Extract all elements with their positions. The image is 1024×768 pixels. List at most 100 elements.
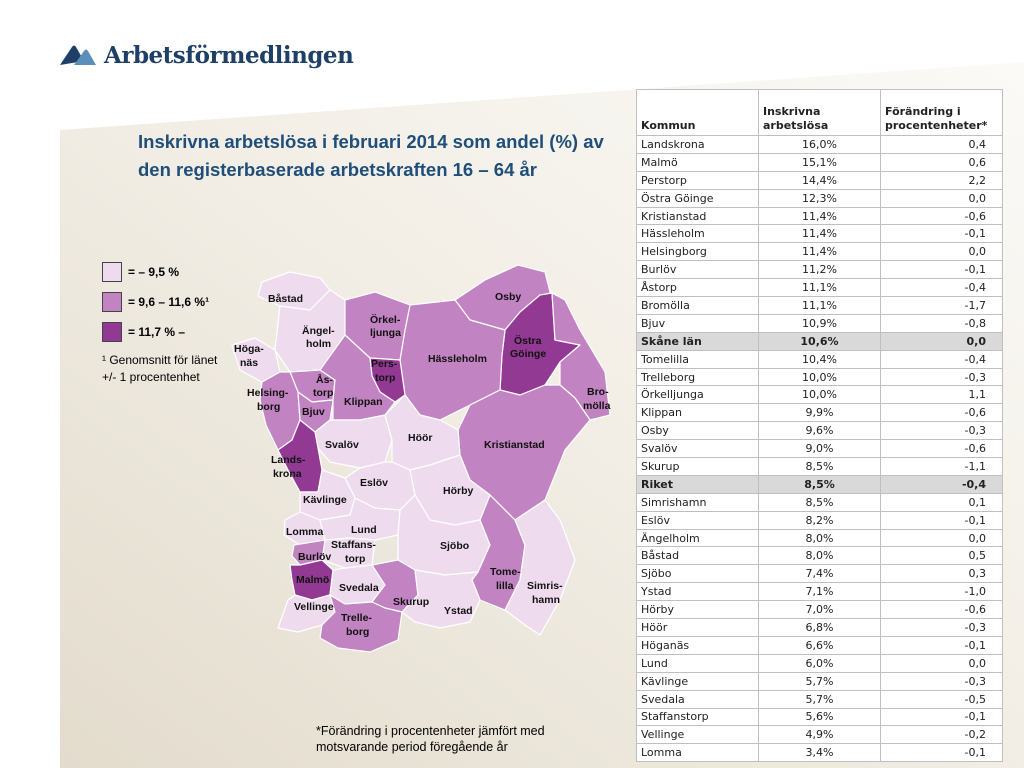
- map-label-ostra-goinge-2: Göinge: [510, 348, 546, 360]
- legend-item-mid: = 9,6 – 11,6 %¹: [102, 292, 209, 312]
- region-svalov: [314, 414, 393, 469]
- map-label-bastad: Båstad: [268, 293, 303, 305]
- map-label-hoor: Höör: [408, 432, 433, 444]
- cell-forandring: 0,3: [880, 564, 1003, 584]
- map-label-bjuv: Bjuv: [302, 406, 325, 418]
- map-label-klippan: Klippan: [344, 396, 383, 408]
- cell-inskrivna: 7,4%: [758, 564, 881, 584]
- cell-forandring: -0,1: [880, 510, 1003, 530]
- table-row: Svedala 5,7% -0,5: [636, 689, 1003, 709]
- table-row: Bromölla 11,1% -1,7: [636, 296, 1003, 315]
- map-label-astorp-2: torp: [313, 387, 333, 399]
- map-label-trelleborg-1: Trelle-: [341, 612, 372, 624]
- cell-kommun: Staffanstorp: [636, 707, 759, 727]
- map-label-hoganas-2: näs: [240, 357, 258, 369]
- cell-inskrivna: 11,4%: [758, 242, 881, 262]
- map-label-astorp-1: Ås-: [316, 373, 333, 386]
- brand-name: Arbetsförmedlingen: [104, 41, 354, 69]
- table-row: Eslöv 8,2% -0,1: [636, 510, 1003, 530]
- cell-kommun: Riket: [636, 474, 759, 494]
- cell-kommun: Åstorp: [636, 278, 759, 298]
- cell-inskrivna: 4,9%: [758, 725, 881, 745]
- region-simrishamn: [504, 499, 576, 636]
- map-label-orkelljunga-2: ljunga: [370, 327, 401, 339]
- table-row: Bjuv 10,9% -0,8: [636, 313, 1003, 333]
- cell-forandring: -0,6: [880, 600, 1003, 620]
- cell-inskrivna: 8,2%: [758, 510, 881, 530]
- cell-forandring: -0,4: [880, 349, 1003, 369]
- cell-inskrivna: 9,0%: [758, 439, 881, 459]
- cell-forandring: -0,6: [880, 439, 1003, 459]
- table-row: Svalöv 9,0% -0,6: [636, 439, 1003, 459]
- map-label-orkelljunga-1: Örkel-: [370, 313, 401, 326]
- table-row: Helsingborg 11,4% 0,0: [636, 242, 1003, 262]
- cell-kommun: Lund: [636, 653, 759, 673]
- map-label-trelleborg-2: borg: [346, 626, 369, 638]
- cell-kommun: Lomma: [636, 743, 759, 763]
- table-row: Hässleholm 11,4% -0,1: [636, 224, 1003, 244]
- cell-kommun: Tomelilla: [636, 349, 759, 369]
- map-label-vellinge: Vellinge: [294, 601, 334, 613]
- table-row: Höganäs 6,6% -0,1: [636, 635, 1003, 655]
- cell-inskrivna: 11,1%: [758, 278, 881, 298]
- cell-kommun: Skåne län: [636, 331, 759, 351]
- cell-kommun: Trelleborg: [636, 367, 759, 387]
- cell-forandring: 0,0: [880, 653, 1003, 673]
- cell-kommun: Bjuv: [636, 313, 759, 333]
- table-row: Vellinge 4,9% -0,2: [636, 725, 1003, 745]
- cell-kommun: Hässleholm: [636, 224, 759, 244]
- map-label-tomelilla-2: lilla: [496, 580, 514, 592]
- cell-kommun: Simrishamn: [636, 492, 759, 512]
- cell-forandring: -1,7: [880, 296, 1003, 315]
- map-label-lund: Lund: [351, 524, 377, 536]
- table-row: Simrishamn 8,5% 0,1: [636, 492, 1003, 512]
- map-label-bromolla-1: Bro-: [587, 386, 609, 398]
- legend-label-mid: = 9,6 – 11,6 %¹: [128, 295, 210, 309]
- map-label-helsingborg-1: Helsing-: [247, 387, 289, 399]
- cell-forandring: -0,1: [880, 707, 1003, 727]
- legend-note-line1: ¹ Genomsnitt för länet: [102, 353, 218, 367]
- legend-label-low: = – 9,5 %: [128, 265, 180, 279]
- cell-forandring: 0,0: [880, 331, 1003, 351]
- cell-forandring: -0,4: [880, 278, 1003, 298]
- cell-forandring: 0,6: [880, 152, 1003, 172]
- map-label-eslov: Eslöv: [360, 477, 388, 489]
- table-row: Riket 8,5% -0,4: [636, 474, 1003, 494]
- cell-inskrivna: 16,0%: [758, 135, 881, 154]
- map-label-hoganas-1: Höga-: [234, 343, 264, 355]
- cell-inskrivna: 7,0%: [758, 600, 881, 620]
- skane-map: Båstad Ängel- holm Örkel- ljunga Osby Ös…: [231, 264, 611, 653]
- cell-forandring: -0,1: [880, 635, 1003, 655]
- table-body: Landskrona 16,0% 0,4 Malmö 15,1% 0,6 Perstorp 1…: [636, 135, 1003, 763]
- map-label-horby: Hörby: [443, 485, 473, 497]
- legend-swatch-low: [102, 262, 122, 282]
- cell-forandring: -0,6: [880, 403, 1003, 423]
- logo-icon: [60, 45, 96, 65]
- cell-kommun: Landskrona: [636, 135, 759, 154]
- map-label-malmo: Malmö: [296, 574, 329, 586]
- cell-forandring: -0,1: [880, 260, 1003, 280]
- map-label-simrishamn-2: hamn: [532, 594, 560, 606]
- map-label-simrishamn-1: Simris-: [527, 580, 563, 592]
- cell-forandring: 1,1: [880, 385, 1003, 405]
- cell-inskrivna: 3,4%: [758, 743, 881, 763]
- footnote-line2: motsvarande period föregående år: [316, 740, 508, 754]
- cell-inskrivna: 8,5%: [758, 492, 881, 512]
- cell-inskrivna: 6,6%: [758, 635, 881, 655]
- cell-kommun: Eslöv: [636, 510, 759, 530]
- cell-kommun: Båstad: [636, 546, 759, 566]
- unemployment-table: Kommun Inskrivna arbetslösa Förändring i…: [636, 89, 1003, 763]
- cell-forandring: 0,0: [880, 242, 1003, 262]
- map-label-ostra-goinge-1: Östra: [514, 334, 542, 347]
- cell-inskrivna: 10,4%: [758, 349, 881, 369]
- cell-kommun: Ystad: [636, 582, 759, 602]
- cell-inskrivna: 6,8%: [758, 618, 881, 637]
- legend-note: ¹ Genomsnitt för länet +/- 1 procentenhe…: [102, 352, 242, 386]
- table-row: Trelleborg 10,0% -0,3: [636, 367, 1003, 387]
- table-row: Sjöbo 7,4% 0,3: [636, 564, 1003, 584]
- map-label-skurup: Skurup: [393, 596, 429, 608]
- map-label-staffanstorp-2: torp: [345, 553, 365, 565]
- cell-forandring: 0,0: [880, 188, 1003, 208]
- cell-inskrivna: 5,7%: [758, 671, 881, 691]
- cell-forandring: -0,6: [880, 206, 1003, 226]
